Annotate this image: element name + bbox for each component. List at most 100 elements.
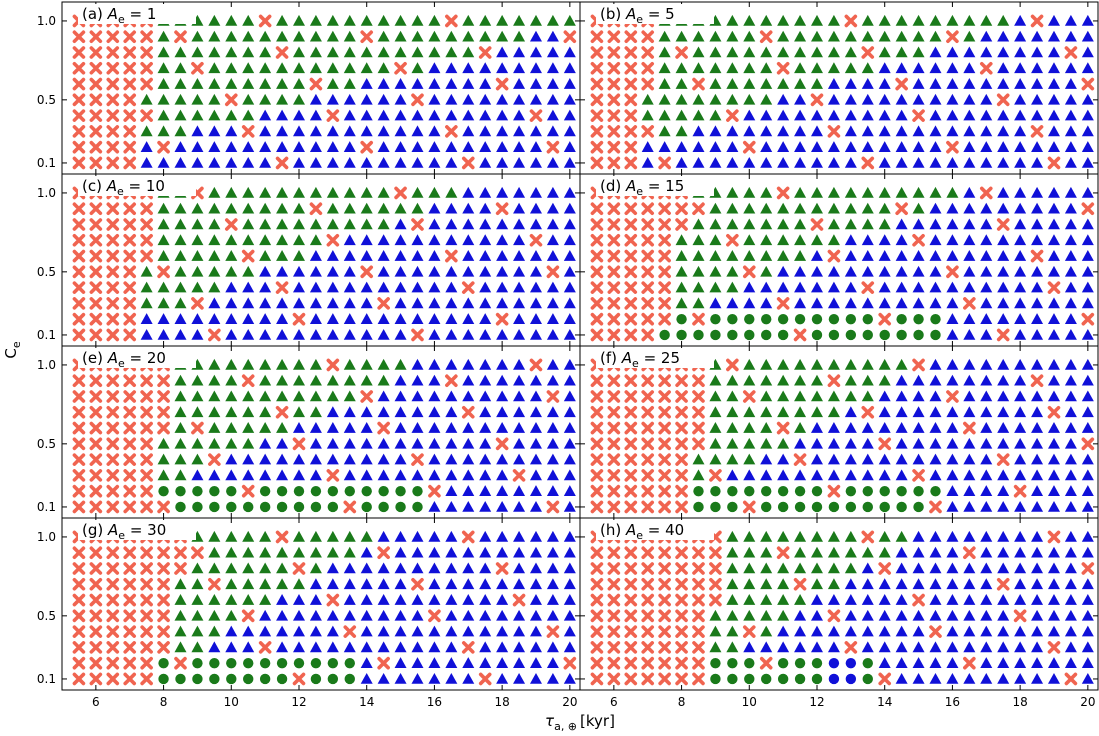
marker-circle-green	[727, 657, 738, 669]
marker-triangle-green	[777, 202, 790, 214]
marker-cross	[72, 625, 86, 638]
marker-triangle-blue	[428, 156, 441, 168]
marker-cross	[1030, 374, 1044, 388]
marker-triangle-blue	[827, 422, 840, 433]
marker-triangle-blue	[1014, 500, 1027, 512]
marker-triangle-blue	[878, 125, 891, 137]
marker-triangle-blue	[292, 625, 305, 637]
marker-triangle-green	[208, 186, 221, 198]
marker-circle-blue	[845, 657, 857, 669]
marker-triangle-blue	[428, 109, 441, 121]
marker-cross	[912, 469, 925, 482]
marker-triangle-blue	[878, 469, 891, 481]
marker-triangle-green	[242, 14, 255, 26]
marker-triangle-blue	[980, 297, 993, 309]
marker-cross	[140, 453, 153, 466]
marker-triangle-green	[174, 234, 187, 246]
marker-triangle-green	[794, 218, 807, 230]
marker-triangle-green	[827, 234, 840, 246]
marker-triangle-blue	[394, 234, 407, 246]
marker-triangle-green	[259, 578, 272, 590]
marker-triangle-green	[259, 594, 272, 605]
marker-triangle-blue	[513, 609, 526, 621]
marker-circle-green	[879, 485, 890, 497]
marker-triangle-green	[726, 250, 739, 261]
marker-triangle-green	[810, 78, 823, 89]
marker-triangle-blue	[242, 141, 255, 152]
marker-cross	[123, 484, 137, 498]
marker-triangle-blue	[946, 328, 959, 340]
marker-triangle-blue	[309, 578, 322, 590]
marker-triangle-blue	[529, 30, 542, 42]
marker-triangle-green	[810, 562, 823, 574]
marker-triangle-blue	[1064, 297, 1077, 309]
marker-triangle-green	[709, 422, 722, 433]
marker-triangle-blue	[225, 297, 238, 309]
marker-circle-green	[327, 657, 339, 669]
marker-cross	[641, 625, 655, 638]
marker-cross	[624, 156, 638, 170]
marker-triangle-green	[743, 218, 756, 230]
marker-cross	[692, 77, 705, 91]
marker-triangle-blue	[546, 453, 559, 465]
marker-cross	[174, 546, 187, 560]
marker-triangle-blue	[496, 594, 509, 605]
marker-triangle-green	[827, 546, 840, 558]
marker-triangle-blue	[428, 437, 441, 449]
marker-triangle-blue	[157, 328, 170, 340]
marker-triangle-blue	[726, 156, 739, 168]
marker-triangle-green	[827, 530, 840, 542]
marker-triangle-blue	[513, 453, 526, 465]
marker-triangle-blue	[1031, 62, 1044, 74]
marker-triangle-green	[794, 46, 807, 58]
marker-triangle-blue	[895, 625, 908, 637]
marker-triangle-green	[675, 265, 688, 277]
marker-circle-blue	[828, 673, 840, 685]
marker-triangle-blue	[1081, 141, 1094, 152]
marker-triangle-blue	[225, 313, 238, 324]
marker-triangle-blue	[827, 437, 840, 449]
marker-triangle-blue	[1031, 530, 1044, 542]
marker-triangle-blue	[326, 313, 339, 324]
marker-circle-green	[361, 501, 372, 513]
marker-cross	[641, 77, 655, 91]
marker-cross	[123, 61, 137, 75]
marker-triangle-blue	[794, 437, 807, 449]
marker-triangle-green	[726, 578, 739, 590]
marker-triangle-blue	[997, 530, 1010, 542]
marker-triangle-blue	[1047, 250, 1060, 261]
marker-cross	[607, 484, 621, 498]
marker-triangle-blue	[394, 641, 407, 653]
marker-circle-green	[226, 485, 237, 497]
marker-triangle-green	[861, 62, 874, 74]
marker-cross	[72, 405, 86, 419]
marker-triangle-blue	[912, 125, 925, 137]
marker-cross	[123, 577, 137, 591]
marker-triangle-blue	[546, 594, 559, 605]
marker-triangle-blue	[1014, 218, 1027, 230]
marker-triangle-green	[377, 202, 390, 214]
marker-triangle-blue	[377, 469, 390, 481]
marker-cross	[692, 405, 705, 419]
marker-triangle-blue	[912, 530, 925, 542]
marker-triangle-blue	[912, 265, 925, 277]
marker-triangle-blue	[546, 78, 559, 89]
marker-triangle-blue	[563, 609, 576, 621]
marker-cross	[810, 218, 824, 231]
marker-triangle-green	[292, 374, 305, 386]
marker-cross	[658, 265, 671, 279]
marker-triangle-blue	[963, 281, 976, 293]
marker-cross	[793, 328, 807, 342]
marker-triangle-green	[292, 250, 305, 261]
marker-triangle-blue	[997, 46, 1010, 58]
marker-cross	[624, 265, 638, 279]
marker-triangle-blue	[1064, 594, 1077, 605]
marker-triangle-green	[140, 93, 153, 105]
marker-circle-green	[192, 657, 203, 669]
marker-triangle-blue	[428, 234, 441, 246]
marker-triangle-blue	[861, 141, 874, 152]
marker-triangle-blue	[546, 125, 559, 137]
marker-triangle-blue	[276, 437, 289, 449]
marker-triangle-blue	[1014, 62, 1027, 74]
marker-triangle-blue	[912, 562, 925, 574]
